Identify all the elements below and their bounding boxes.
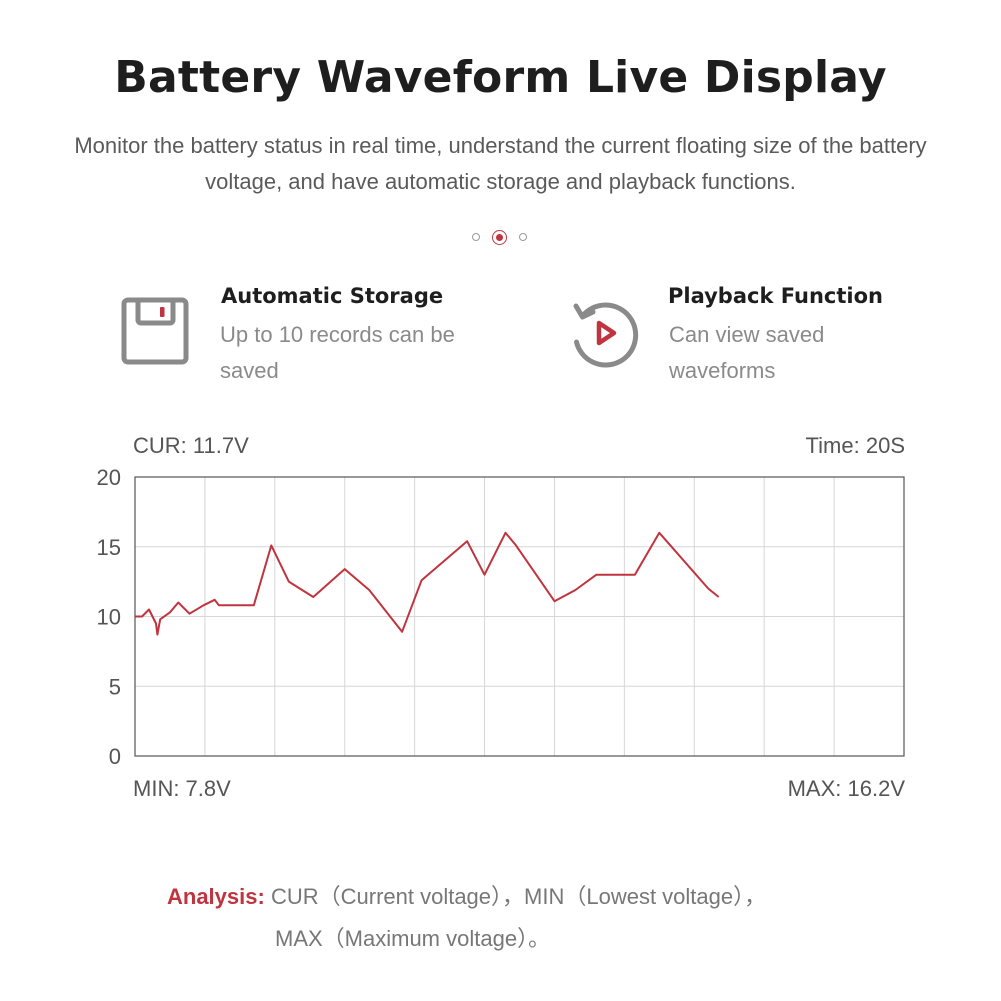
voltage-waveform-chart: CUR: 11.7V Time: 20S MIN: 7.8V MAX: 16.2…	[97, 433, 906, 801]
page-title: Battery Waveform Live Display	[114, 52, 887, 103]
y-tick-label: 5	[109, 674, 121, 699]
feature-heading: Automatic Storage	[221, 284, 444, 308]
feature-description: Can view saved waveforms	[669, 322, 825, 383]
analysis-line-2: MAX（Maximum voltage）。	[275, 926, 551, 951]
replay-play-icon	[573, 302, 639, 368]
current-voltage-label: CUR: 11.7V	[133, 433, 249, 458]
pagination-dot-2-active[interactable]	[492, 230, 507, 245]
feature-description: Up to 10 records can be saved	[220, 322, 455, 383]
y-tick-label: 0	[109, 744, 121, 769]
pagination-dot-1[interactable]	[472, 233, 480, 241]
voltage-series-line	[135, 531, 720, 636]
floppy-disk-icon	[121, 297, 189, 365]
page-subtitle: Monitor the battery status in real time,…	[74, 133, 927, 194]
min-voltage-label: MIN: 7.8V	[133, 776, 231, 801]
y-tick-label: 10	[97, 605, 121, 630]
pagination-dot-3[interactable]	[519, 233, 527, 241]
max-voltage-label: MAX: 16.2V	[788, 776, 906, 801]
analysis-label: Analysis:	[167, 884, 265, 909]
analysis-line-1: CUR（Current voltage），MIN（Lowest voltage）…	[270, 884, 767, 909]
time-label: Time: 20S	[806, 433, 905, 458]
analysis-note: Analysis: CUR（Current voltage），MIN（Lowes…	[167, 876, 867, 960]
y-tick-label: 20	[97, 465, 121, 490]
y-tick-label: 15	[97, 535, 121, 560]
feature-heading: Playback Function	[668, 284, 883, 308]
